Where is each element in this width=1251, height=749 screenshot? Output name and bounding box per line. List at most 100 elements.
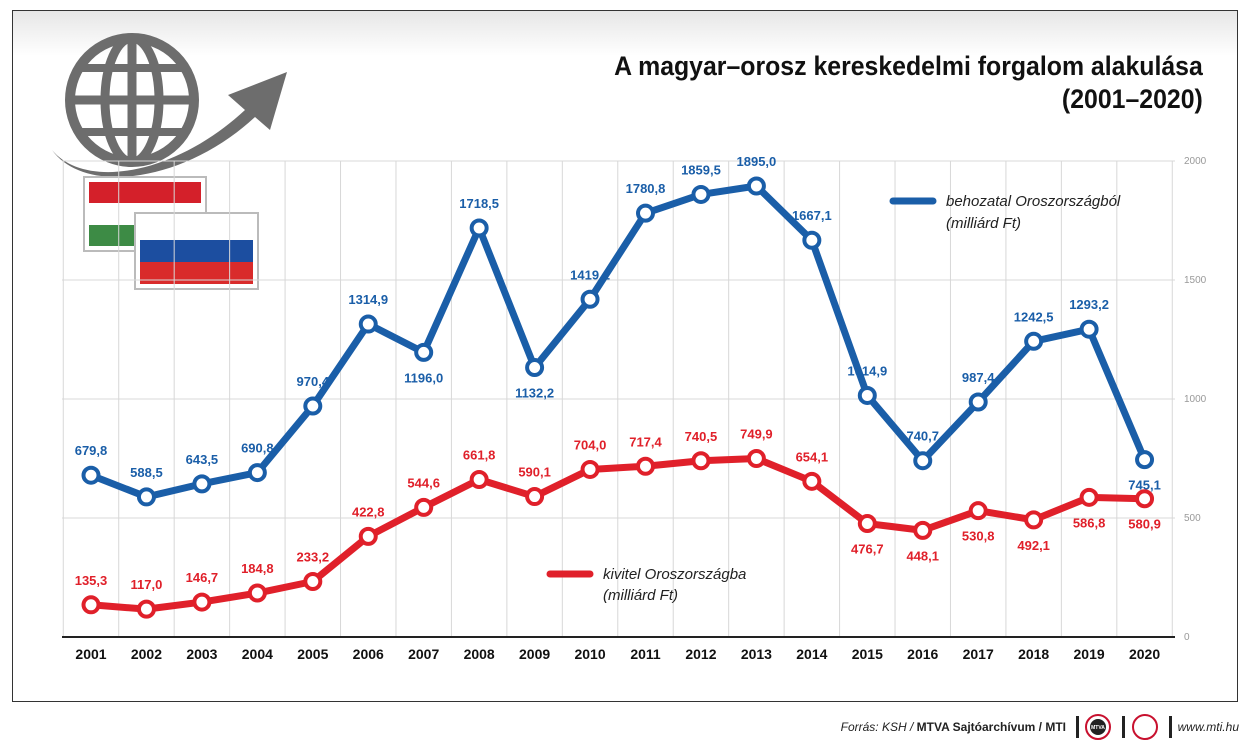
header-gradient bbox=[13, 11, 1237, 56]
data-point bbox=[469, 469, 489, 489]
legend-export-label: kivitel Oroszországba bbox=[603, 566, 746, 583]
x-tick-label: 2017 bbox=[963, 646, 994, 662]
source-credit: Forrás: KSH / MTVA Sajtóarchívum / MTI bbox=[841, 720, 1066, 734]
data-label: 749,9 bbox=[740, 427, 773, 442]
data-point bbox=[580, 289, 600, 309]
data-point bbox=[857, 385, 877, 405]
data-point bbox=[857, 514, 877, 534]
data-point bbox=[469, 218, 489, 238]
source-bold: MTVA Sajtóarchívum / MTI bbox=[916, 720, 1066, 734]
data-point bbox=[691, 451, 711, 471]
mti-logo-icon bbox=[1132, 714, 1158, 740]
x-tick-label: 2010 bbox=[574, 646, 605, 662]
data-point bbox=[1079, 487, 1099, 507]
data-point bbox=[968, 392, 988, 412]
legend-import-unit: (milliárd Ft) bbox=[946, 215, 1021, 232]
data-point bbox=[691, 184, 711, 204]
data-label: 580,9 bbox=[1128, 517, 1161, 532]
data-point bbox=[1135, 489, 1155, 509]
data-label: 1242,5 bbox=[1014, 309, 1054, 324]
data-label: 970,4 bbox=[297, 374, 330, 389]
data-label: 690,8 bbox=[241, 441, 274, 456]
data-point bbox=[525, 358, 545, 378]
data-point bbox=[802, 471, 822, 491]
series-line bbox=[87, 182, 1149, 501]
data-label: 704,0 bbox=[574, 437, 607, 452]
footer-separator bbox=[1122, 716, 1125, 738]
data-label: 1196,0 bbox=[404, 370, 443, 385]
mtva-logo-text: MTVA bbox=[1091, 725, 1105, 731]
data-point bbox=[1135, 450, 1155, 470]
x-tick-label: 2019 bbox=[1074, 646, 1105, 662]
legend-import-label: behozatal Oroszországból bbox=[946, 193, 1121, 210]
data-point bbox=[1024, 331, 1044, 351]
x-tick-label: 2006 bbox=[353, 646, 384, 662]
data-label: 476,7 bbox=[851, 542, 884, 557]
x-tick-label: 2020 bbox=[1129, 646, 1160, 662]
globe-arrow-icon bbox=[52, 33, 287, 177]
data-label: 740,7 bbox=[906, 429, 939, 444]
data-point bbox=[968, 501, 988, 521]
x-tick-label: 2007 bbox=[408, 646, 439, 662]
data-label: 135,3 bbox=[75, 573, 108, 588]
x-tick-label: 2001 bbox=[75, 646, 106, 662]
data-point bbox=[746, 176, 766, 196]
x-axis: 2001 2002 2003 2004 2005 2006 2007 2008 2009 2010… bbox=[62, 636, 1175, 662]
data-label: 1667,1 bbox=[792, 208, 832, 223]
x-tick-label: 2008 bbox=[464, 646, 495, 662]
data-label: 233,2 bbox=[297, 549, 330, 564]
x-tick-label: 2012 bbox=[685, 646, 716, 662]
y-tick-label: 0 bbox=[1184, 632, 1190, 643]
x-tick-label: 2009 bbox=[519, 646, 550, 662]
data-label: 679,8 bbox=[75, 443, 108, 458]
data-point bbox=[81, 465, 101, 485]
data-label: 590,1 bbox=[518, 465, 551, 480]
data-label: 1718,5 bbox=[459, 196, 499, 211]
data-label: 1780,8 bbox=[626, 181, 666, 196]
data-label: 588,5 bbox=[130, 465, 163, 480]
x-tick-label: 2015 bbox=[852, 646, 883, 662]
data-point bbox=[525, 487, 545, 507]
data-point bbox=[192, 474, 212, 494]
data-label: 1314,9 bbox=[348, 292, 388, 307]
data-point bbox=[802, 230, 822, 250]
data-point bbox=[247, 583, 267, 603]
data-label: 146,7 bbox=[186, 570, 219, 585]
data-point bbox=[136, 487, 156, 507]
data-label: 1419,1 bbox=[570, 267, 610, 282]
data-label: 586,8 bbox=[1073, 515, 1106, 530]
chart-grid bbox=[62, 160, 1175, 637]
data-point bbox=[414, 497, 434, 517]
data-point bbox=[1079, 319, 1099, 339]
chart-title: A magyar–orosz kereskedelmi forgalom ala… bbox=[614, 50, 1203, 116]
chart-frame bbox=[12, 10, 1238, 702]
chart-series bbox=[81, 176, 1155, 619]
x-tick-label: 2014 bbox=[796, 646, 827, 662]
x-tick-label: 2018 bbox=[1018, 646, 1049, 662]
footer: Forrás: KSH / MTVA Sajtóarchívum / MTI M… bbox=[0, 708, 1251, 749]
source-url: www.mti.hu bbox=[1177, 720, 1239, 734]
data-label: 987,4 bbox=[962, 370, 995, 385]
legend-export-unit: (milliárd Ft) bbox=[603, 587, 678, 604]
data-point bbox=[358, 314, 378, 334]
data-label: 492,1 bbox=[1017, 538, 1050, 553]
x-tick-label: 2011 bbox=[630, 646, 661, 662]
data-point bbox=[580, 459, 600, 479]
data-point bbox=[636, 203, 655, 223]
chart-data-labels: 679,8 588,5 643,5 690,8 970,4 1314,9 1196,0 171… bbox=[75, 154, 1161, 592]
x-tick-label: 2016 bbox=[907, 646, 938, 662]
data-label: 1293,2 bbox=[1069, 297, 1109, 312]
y-axis: 0 500 1000 1500 2000 bbox=[1184, 156, 1207, 643]
data-label: 1014,9 bbox=[847, 363, 887, 378]
data-label: 422,8 bbox=[352, 504, 385, 519]
data-point bbox=[247, 463, 267, 483]
y-tick-label: 2000 bbox=[1184, 156, 1207, 167]
data-label: 544,6 bbox=[407, 475, 440, 490]
legend-import: behozatal Oroszországból (milliárd Ft) bbox=[889, 193, 1121, 232]
legend-export: kivitel Oroszországba (milliárd Ft) bbox=[546, 566, 746, 604]
data-label: 745,1 bbox=[1128, 478, 1161, 493]
data-label: 184,8 bbox=[241, 561, 274, 576]
data-label: 117,0 bbox=[131, 577, 163, 592]
x-tick-label: 2003 bbox=[186, 646, 217, 662]
